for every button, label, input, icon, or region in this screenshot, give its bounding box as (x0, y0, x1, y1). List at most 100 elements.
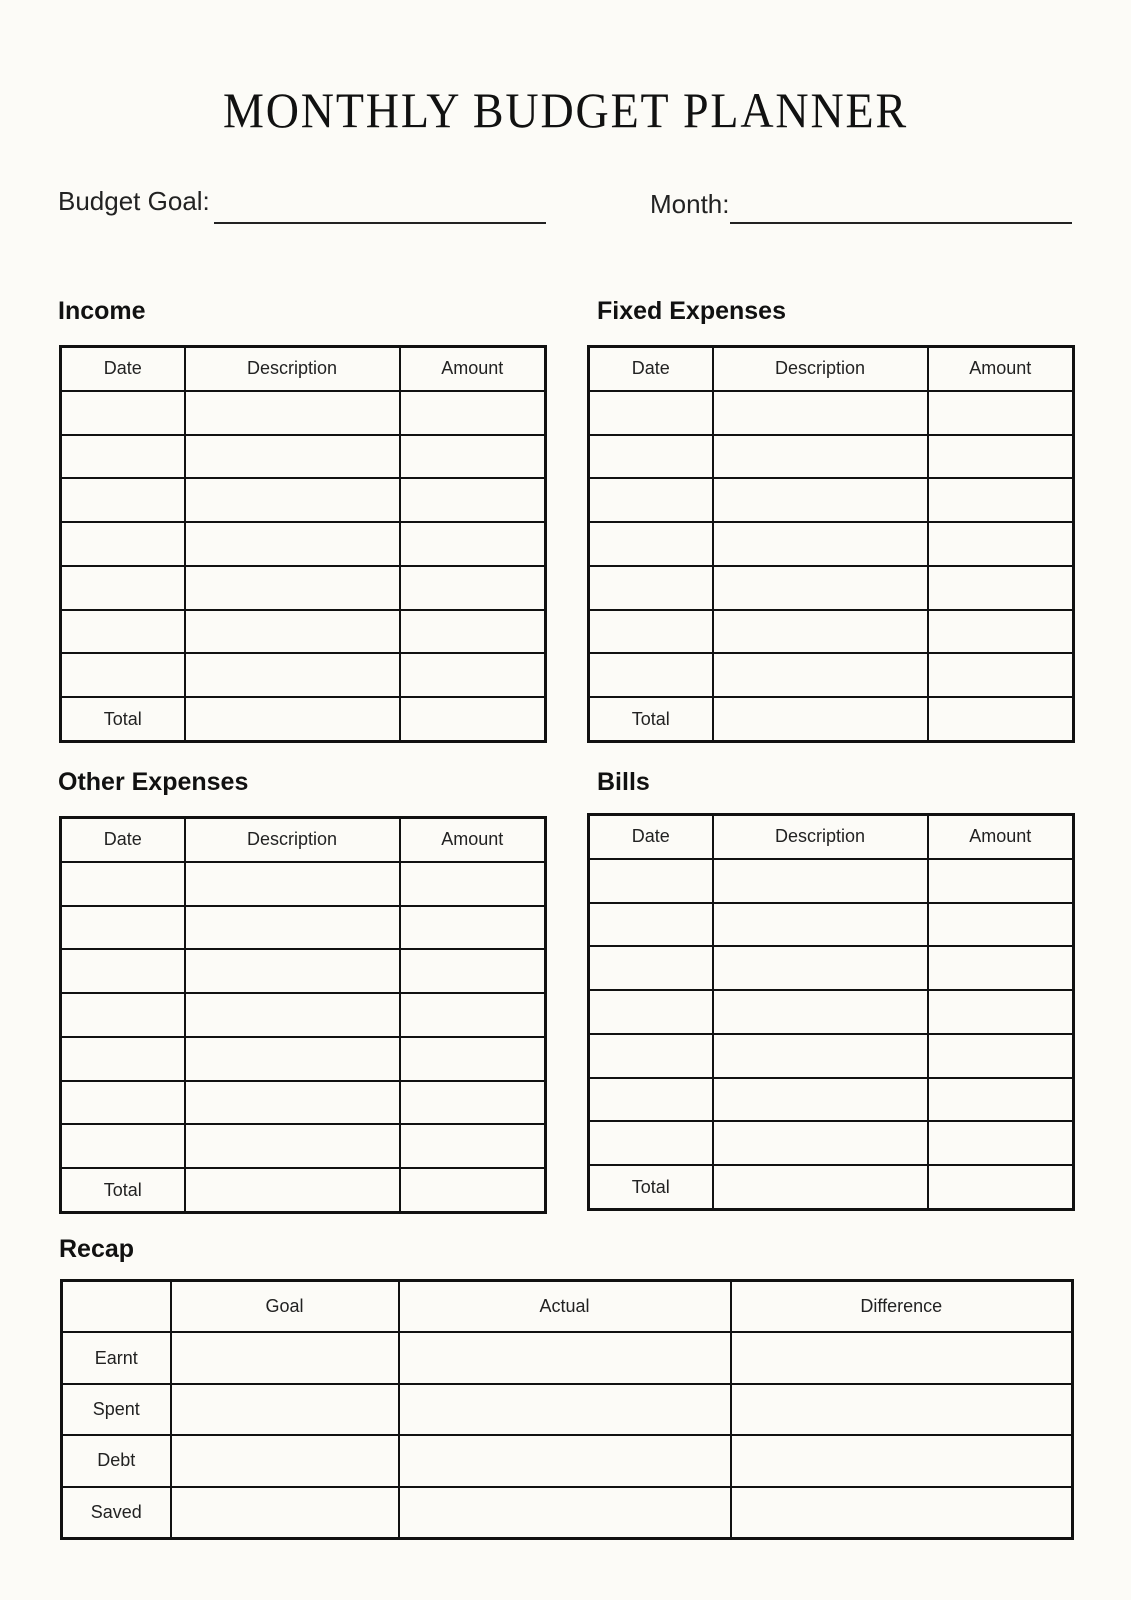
goal-cell[interactable] (169, 1331, 400, 1385)
amount-cell[interactable] (926, 1032, 1075, 1079)
date-cell[interactable] (587, 1076, 714, 1123)
amount-cell[interactable] (398, 564, 547, 611)
amount-cell[interactable] (398, 948, 547, 995)
description-cell[interactable] (711, 857, 929, 904)
total-amount-cell[interactable] (926, 1164, 1075, 1211)
amount-cell[interactable] (926, 521, 1075, 567)
difference-cell[interactable] (729, 1434, 1074, 1488)
description-cell[interactable] (183, 433, 401, 480)
amount-cell[interactable] (398, 389, 547, 436)
description-cell[interactable] (711, 608, 929, 655)
description-cell[interactable] (711, 1120, 929, 1167)
amount-cell[interactable] (926, 433, 1075, 480)
description-cell[interactable] (183, 564, 401, 611)
amount-cell[interactable] (398, 904, 547, 951)
date-cell[interactable] (587, 1120, 714, 1167)
difference-cell[interactable] (729, 1382, 1074, 1437)
date-cell[interactable] (587, 1032, 714, 1079)
total-description-cell[interactable] (711, 1164, 929, 1211)
date-cell[interactable] (587, 901, 714, 948)
date-cell[interactable] (59, 1079, 186, 1126)
total-amount-cell[interactable] (926, 696, 1075, 743)
date-cell[interactable] (59, 433, 186, 480)
description-cell[interactable] (183, 992, 401, 1038)
amount-cell[interactable] (926, 989, 1075, 1035)
amount-cell[interactable] (926, 1076, 1075, 1123)
amount-cell[interactable] (926, 945, 1075, 992)
amount-cell[interactable] (926, 477, 1075, 524)
total-amount-cell[interactable] (398, 696, 547, 743)
date-cell[interactable] (587, 857, 714, 904)
difference-cell[interactable] (729, 1485, 1074, 1540)
description-cell[interactable] (711, 989, 929, 1035)
amount-cell[interactable] (398, 477, 547, 524)
goal-cell[interactable] (169, 1382, 400, 1437)
amount-cell[interactable] (398, 1035, 547, 1082)
date-cell[interactable] (587, 989, 714, 1035)
date-cell[interactable] (59, 608, 186, 655)
amount-cell[interactable] (398, 608, 547, 655)
actual-cell[interactable] (397, 1382, 732, 1437)
amount-cell[interactable] (926, 389, 1075, 436)
actual-cell[interactable] (397, 1331, 732, 1385)
description-cell[interactable] (711, 901, 929, 948)
actual-cell[interactable] (397, 1434, 732, 1488)
date-cell[interactable] (587, 477, 714, 524)
description-cell[interactable] (183, 389, 401, 436)
goal-cell[interactable] (169, 1485, 400, 1540)
description-cell[interactable] (711, 521, 929, 567)
date-cell[interactable] (59, 904, 186, 951)
date-cell[interactable] (59, 521, 186, 567)
description-cell[interactable] (711, 433, 929, 480)
description-cell[interactable] (711, 477, 929, 524)
amount-cell[interactable] (926, 652, 1075, 699)
date-cell[interactable] (59, 477, 186, 524)
total-amount-cell[interactable] (398, 1167, 547, 1214)
date-cell[interactable] (587, 389, 714, 436)
amount-cell[interactable] (398, 860, 547, 907)
date-cell[interactable] (59, 652, 186, 699)
budget-goal-field[interactable] (214, 222, 546, 224)
description-cell[interactable] (183, 1123, 401, 1170)
description-cell[interactable] (183, 948, 401, 995)
description-cell[interactable] (183, 652, 401, 699)
description-cell[interactable] (183, 1035, 401, 1082)
description-cell[interactable] (183, 521, 401, 567)
month-field[interactable] (730, 222, 1072, 224)
description-cell[interactable] (711, 945, 929, 992)
actual-cell[interactable] (397, 1485, 732, 1540)
description-cell[interactable] (183, 477, 401, 524)
date-cell[interactable] (59, 948, 186, 995)
description-cell[interactable] (711, 1032, 929, 1079)
amount-cell[interactable] (398, 652, 547, 699)
date-cell[interactable] (587, 945, 714, 992)
amount-cell[interactable] (398, 992, 547, 1038)
amount-cell[interactable] (926, 564, 1075, 611)
description-cell[interactable] (183, 904, 401, 951)
date-cell[interactable] (59, 1123, 186, 1170)
description-cell[interactable] (711, 564, 929, 611)
goal-cell[interactable] (169, 1434, 400, 1488)
description-cell[interactable] (183, 860, 401, 907)
amount-cell[interactable] (398, 521, 547, 567)
date-cell[interactable] (587, 652, 714, 699)
amount-cell[interactable] (398, 1123, 547, 1170)
date-cell[interactable] (587, 564, 714, 611)
amount-cell[interactable] (398, 1079, 547, 1126)
date-cell[interactable] (587, 521, 714, 567)
date-cell[interactable] (59, 860, 186, 907)
amount-cell[interactable] (926, 901, 1075, 948)
date-cell[interactable] (59, 1035, 186, 1082)
description-cell[interactable] (711, 652, 929, 699)
difference-cell[interactable] (729, 1331, 1074, 1385)
description-cell[interactable] (183, 1079, 401, 1126)
total-description-cell[interactable] (711, 696, 929, 743)
date-cell[interactable] (59, 389, 186, 436)
date-cell[interactable] (59, 992, 186, 1038)
description-cell[interactable] (711, 1076, 929, 1123)
amount-cell[interactable] (926, 608, 1075, 655)
description-cell[interactable] (183, 608, 401, 655)
total-description-cell[interactable] (183, 1167, 401, 1214)
amount-cell[interactable] (926, 1120, 1075, 1167)
amount-cell[interactable] (926, 857, 1075, 904)
